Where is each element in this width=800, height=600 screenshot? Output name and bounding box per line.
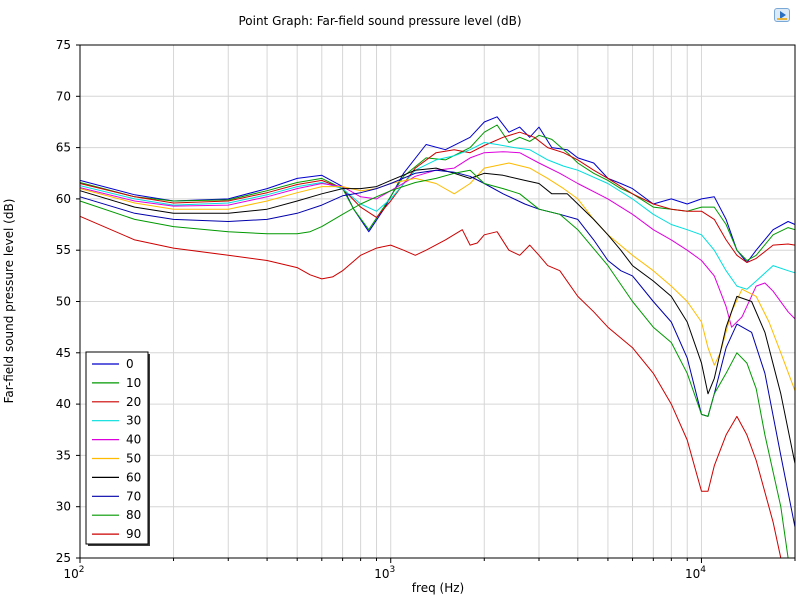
legend-label-20: 20 <box>126 395 141 409</box>
y-tick-label: 55 <box>56 243 71 257</box>
grid <box>80 45 795 558</box>
legend-box <box>85 351 149 545</box>
legend-label-80: 80 <box>126 508 141 522</box>
x-axis-label: freq (Hz) <box>412 581 464 595</box>
legend-label-30: 30 <box>126 414 141 428</box>
series-line-90 <box>79 215 782 559</box>
export-arrow-icon <box>780 11 786 19</box>
series-line-20 <box>79 131 796 263</box>
legend-items: 0 10 20 30 40 50 60 70 80 90 <box>92 357 141 541</box>
chart-title: Point Graph: Far-field sound pressure le… <box>238 14 521 28</box>
series-line-60 <box>79 167 796 464</box>
x-axis: 102 103 104 <box>63 558 796 581</box>
y-tick-label: 30 <box>56 500 71 514</box>
legend: 0 10 20 30 40 50 60 70 80 90 <box>85 351 150 546</box>
x-tick-label: 103 <box>374 565 395 581</box>
y-tick-label: 75 <box>56 38 71 52</box>
series-layer <box>79 116 796 559</box>
y-tick-label: 25 <box>56 551 71 565</box>
legend-label-70: 70 <box>126 489 141 503</box>
series-line-40 <box>79 151 796 328</box>
legend-label-50: 50 <box>126 452 141 466</box>
legend-label-60: 60 <box>126 470 141 484</box>
legend-label-10: 10 <box>126 376 141 390</box>
series-line-30 <box>79 142 796 290</box>
legend-label-40: 40 <box>126 433 141 447</box>
y-tick-label: 40 <box>56 397 71 411</box>
series-line-0 <box>79 116 796 263</box>
series-line-10 <box>79 124 796 261</box>
export-bar-icon <box>777 18 787 20</box>
y-tick-label: 50 <box>56 295 71 309</box>
y-tick-label: 35 <box>56 448 71 462</box>
y-tick-label: 45 <box>56 346 71 360</box>
plot-area <box>79 44 796 559</box>
y-tick-label: 60 <box>56 192 71 206</box>
y-axis: 25 30 35 40 45 50 55 60 65 70 75 <box>56 38 80 565</box>
y-tick-label: 65 <box>56 141 71 155</box>
legend-label-0: 0 <box>126 357 134 371</box>
y-tick-label: 70 <box>56 89 71 103</box>
x-tick-label: 104 <box>685 565 706 581</box>
y-axis-label: Far-field sound pressure level (dB) <box>2 199 16 404</box>
series-line-80 <box>79 169 789 559</box>
export-image-icon[interactable] <box>774 8 790 22</box>
legend-label-90: 90 <box>126 527 141 541</box>
x-tick-label: 102 <box>63 565 84 581</box>
